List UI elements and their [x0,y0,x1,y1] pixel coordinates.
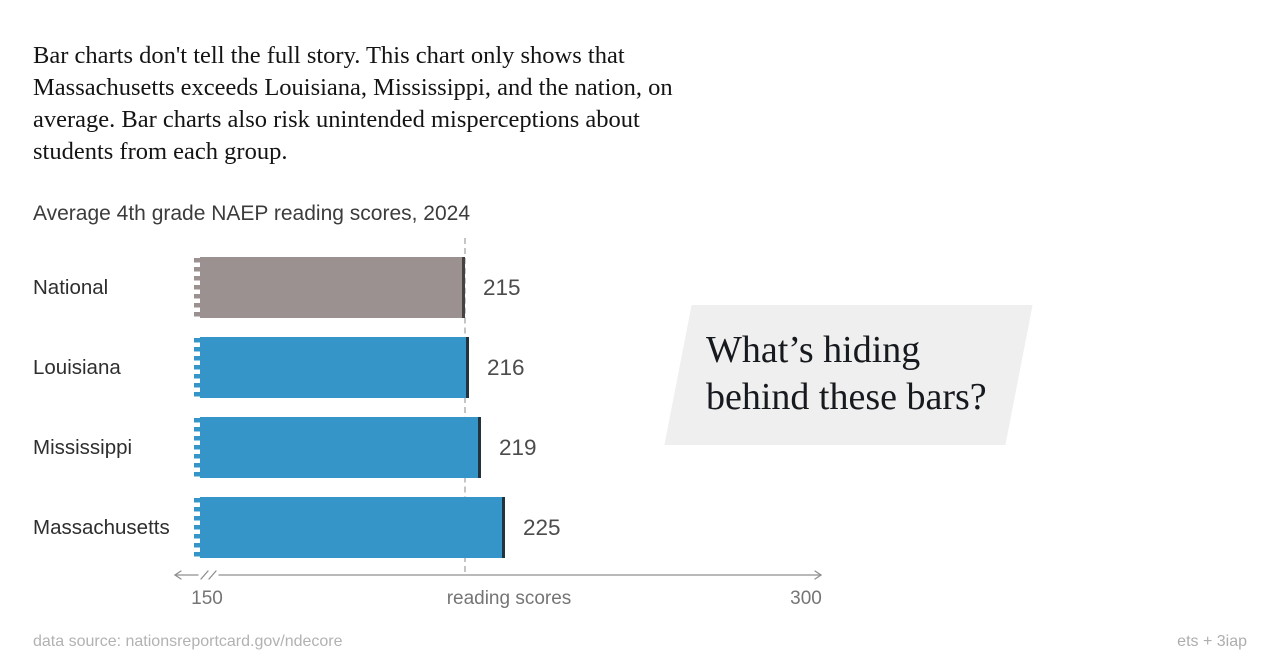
intro-text: Bar charts don't tell the full story. Th… [33,40,673,168]
bar-national [194,257,465,318]
reference-line-215 [464,238,466,572]
credit-note: ets + 3iap [1177,633,1247,650]
category-label: Louisiana [33,356,121,379]
data-source-note: data source: nationsreportcard.gov/ndeco… [33,633,343,650]
bar-row-louisiana: Louisiana 216 [0,337,1280,398]
callout-text: What’s hiding behind these bars? [706,327,987,421]
value-label: 216 [487,355,525,380]
axis-tick-min: 150 [191,588,223,609]
value-label: 215 [483,275,521,300]
intro-line: students from each group. [33,138,288,165]
callout-line: behind these bars? [706,376,987,418]
intro-line: Massachusetts exceeds Louisiana, Mississ… [33,74,673,101]
bar-row-national: National 215 [0,257,1280,318]
x-axis [173,570,823,580]
bar-mississippi [194,417,481,478]
category-label: National [33,276,109,299]
axis-break-teeth [194,258,200,317]
value-label: 225 [523,515,561,540]
axis-break-teeth [194,498,200,557]
category-label: Massachusetts [33,516,170,539]
axis-tick-max: 300 [790,588,822,609]
axis-right-arrowhead [814,570,823,580]
axis-break-teeth [194,418,200,477]
intro-line: average. Bar charts also risk unintended… [33,106,640,133]
callout-line: What’s hiding [706,329,921,371]
bar-row-massachusetts: Massachusetts 225 [0,497,1280,558]
category-label: Mississippi [33,436,133,459]
bar-massachusetts [194,497,505,558]
value-label: 219 [499,435,537,460]
axis-break-teeth [194,338,200,397]
axis-left-arrowhead [173,570,182,580]
bar-louisiana [194,337,469,398]
axis-break-slashes [200,570,217,580]
chart-title: Average 4th grade NAEP reading scores, 2… [33,202,471,225]
intro-line: Bar charts don't tell the full story. Th… [33,42,625,69]
axis-title: reading scores [446,588,572,609]
bar-row-mississippi: Mississippi 219 [0,417,1280,478]
